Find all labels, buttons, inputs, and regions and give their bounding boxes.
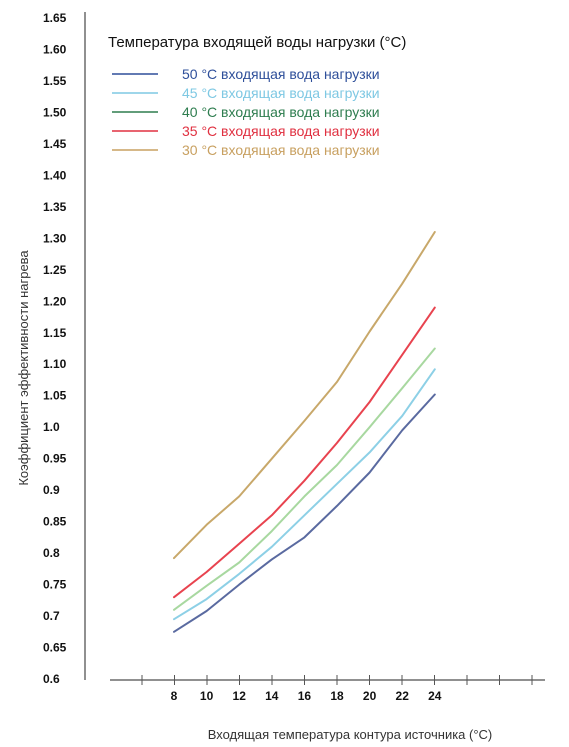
legend-entry: 40 °C входящая вода нагрузки — [182, 104, 380, 120]
legend-entry: 35 °C входящая вода нагрузки — [182, 123, 380, 139]
legend: Температура входящей воды нагрузки (°C) … — [108, 34, 406, 158]
legend-entry: 45 °C входящая вода нагрузки — [182, 85, 380, 101]
series-line — [173, 393, 436, 633]
y-tick-label: 1.50 — [43, 105, 67, 119]
y-tick-label: 0.7 — [43, 609, 60, 623]
x-tick-label: 20 — [363, 689, 377, 703]
y-tick-label: 1.35 — [43, 200, 67, 214]
series-line — [173, 368, 436, 621]
y-axis-label: Коэффициент эффективности нагрева — [16, 250, 31, 486]
series-line — [173, 306, 436, 599]
y-tick-label: 0.8 — [43, 546, 60, 560]
y-tick-label: 1.25 — [43, 263, 67, 277]
series-lines — [173, 231, 436, 633]
y-tick-labels: 1.65 1.60 1.55 1.50 1.45 1.40 1.35 1.30 1.25 1.20… — [43, 11, 67, 686]
x-tick-labels: 8 10 12 14 16 18 20 22 24 — [171, 689, 442, 703]
x-tick-label: 22 — [396, 689, 410, 703]
y-tick-label: 1.40 — [43, 168, 67, 182]
legend-entry: 30 °C входящая вода нагрузки — [182, 142, 380, 158]
x-tick-label: 12 — [233, 689, 247, 703]
y-tick-label: 0.95 — [43, 452, 67, 466]
y-tick-label: 1.15 — [43, 326, 67, 340]
x-axis-label: Входящая температура контура источника (… — [208, 727, 493, 742]
y-tick-label: 1.0 — [43, 420, 60, 434]
y-tick-label: 0.75 — [43, 578, 67, 592]
x-tick-label: 24 — [428, 689, 442, 703]
series-line — [173, 231, 436, 560]
y-tick-label: 0.85 — [43, 515, 67, 529]
y-tick-label: 1.05 — [43, 389, 67, 403]
x-tick-label: 18 — [330, 689, 344, 703]
axes — [84, 12, 545, 685]
x-tick-label: 8 — [171, 689, 178, 703]
y-tick-label: 1.45 — [43, 137, 67, 151]
y-tick-label: 0.6 — [43, 672, 60, 686]
y-tick-label: 1.55 — [43, 74, 67, 88]
y-tick-label: 0.9 — [43, 483, 60, 497]
y-tick-label: 1.30 — [43, 231, 67, 245]
y-tick-label: 1.20 — [43, 294, 67, 308]
x-tick-label: 16 — [298, 689, 312, 703]
x-tick-label: 14 — [265, 689, 279, 703]
legend-title: Температура входящей воды нагрузки (°C) — [108, 34, 406, 51]
y-tick-label: 1.10 — [43, 357, 67, 371]
x-tick-label: 10 — [200, 689, 214, 703]
y-tick-label: 0.65 — [43, 641, 67, 655]
y-tick-label: 1.60 — [43, 42, 67, 56]
y-tick-label: 1.65 — [43, 11, 67, 25]
legend-entry: 50 °C входящая вода нагрузки — [182, 66, 380, 82]
series-line — [173, 347, 436, 611]
